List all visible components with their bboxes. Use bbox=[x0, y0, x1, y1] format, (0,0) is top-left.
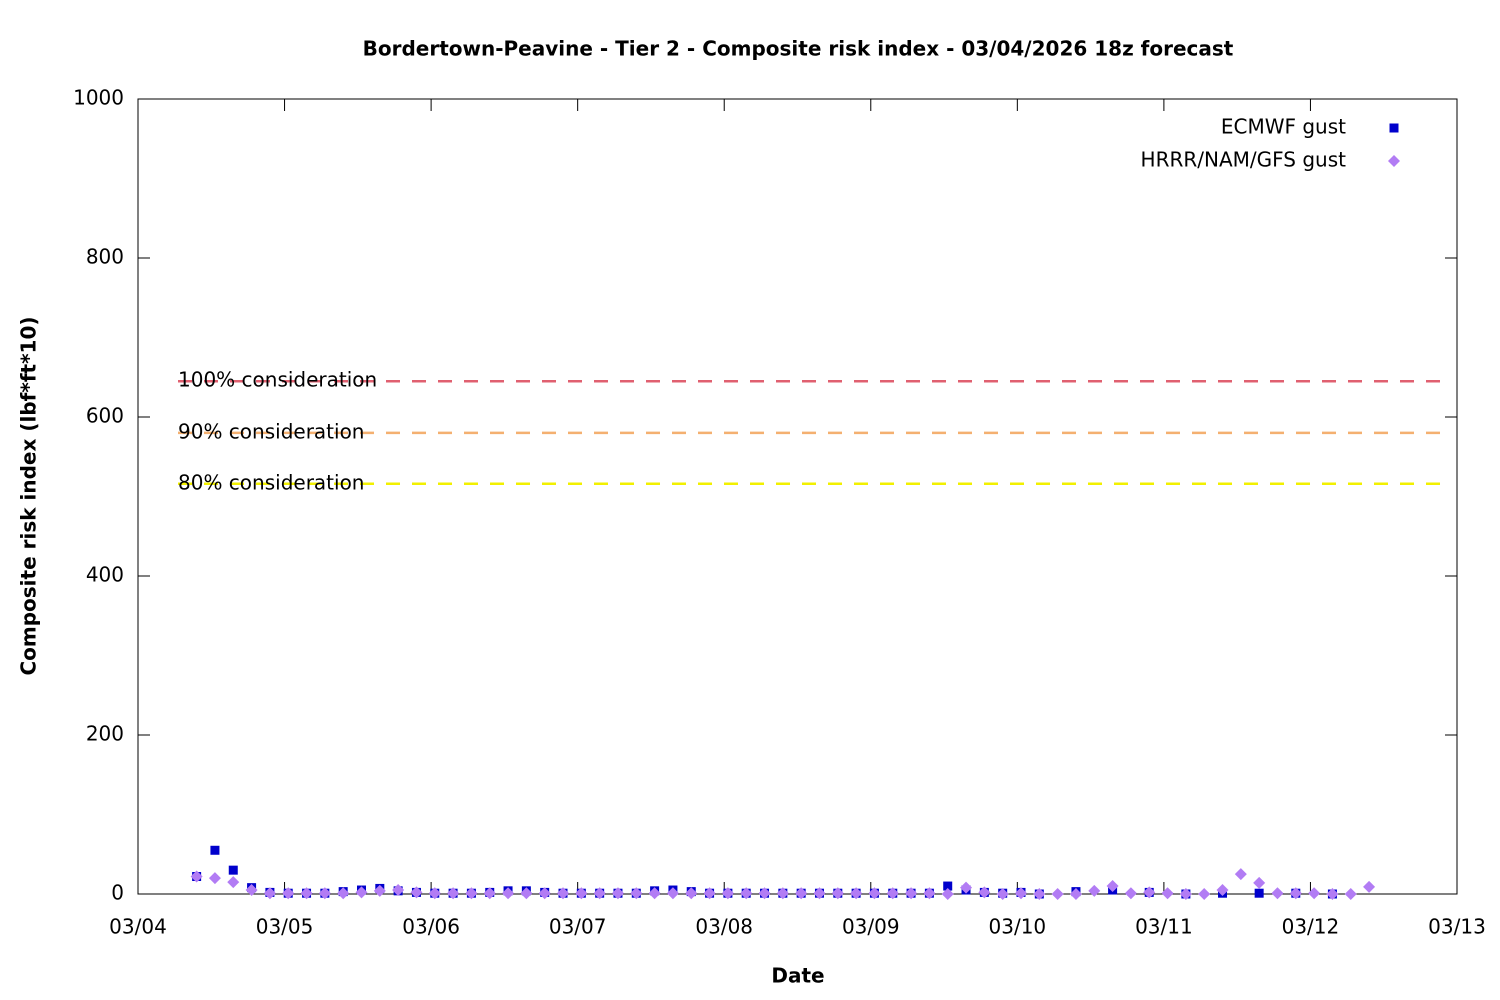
data-point bbox=[575, 887, 588, 900]
data-point bbox=[1344, 888, 1357, 900]
legend-marker bbox=[1388, 155, 1400, 167]
data-point bbox=[502, 887, 515, 900]
data-point bbox=[593, 887, 606, 900]
data-point bbox=[740, 887, 753, 900]
threshold-label: 90% consideration bbox=[178, 419, 364, 443]
data-point bbox=[611, 887, 624, 900]
data-point bbox=[1271, 887, 1284, 900]
y-tick-label: 200 bbox=[86, 722, 124, 746]
data-point bbox=[538, 887, 551, 900]
x-tick-label: 03/05 bbox=[256, 915, 314, 939]
data-point bbox=[1308, 887, 1321, 900]
data-point bbox=[1143, 886, 1156, 899]
data-point bbox=[210, 845, 220, 855]
data-point bbox=[245, 884, 258, 897]
x-tick-label: 03/11 bbox=[1135, 915, 1193, 939]
data-point bbox=[520, 887, 533, 900]
data-point bbox=[941, 888, 954, 900]
x-tick-label: 03/13 bbox=[1428, 915, 1486, 939]
data-point bbox=[703, 887, 716, 900]
data-point bbox=[795, 887, 808, 900]
y-tick-label: 600 bbox=[86, 404, 124, 428]
data-point bbox=[905, 887, 918, 900]
y-tick-label: 0 bbox=[111, 881, 124, 905]
plot-frame bbox=[137, 98, 1458, 895]
data-point bbox=[483, 887, 496, 900]
data-point bbox=[923, 887, 936, 900]
data-point bbox=[1179, 888, 1192, 900]
data-point bbox=[428, 887, 441, 900]
data-point bbox=[392, 884, 405, 897]
data-point bbox=[1198, 888, 1211, 900]
data-point bbox=[263, 887, 276, 900]
data-point bbox=[1216, 884, 1229, 897]
data-point bbox=[410, 886, 423, 899]
chart-title: Bordertown-Peavine - Tier 2 - Composite … bbox=[363, 37, 1234, 61]
data-point bbox=[1069, 888, 1082, 900]
data-point bbox=[943, 881, 953, 891]
data-point bbox=[190, 870, 203, 883]
data-point bbox=[208, 872, 221, 885]
y-tick-label: 400 bbox=[86, 563, 124, 587]
data-point bbox=[648, 887, 661, 900]
data-point bbox=[227, 876, 240, 889]
data-point bbox=[886, 887, 899, 900]
data-point bbox=[630, 887, 643, 900]
data-point bbox=[776, 887, 789, 900]
legend-label: ECMWF gust bbox=[1221, 115, 1346, 139]
data-point bbox=[850, 887, 863, 900]
data-point bbox=[1363, 880, 1376, 893]
y-tick-label: 800 bbox=[86, 245, 124, 269]
data-point bbox=[1088, 884, 1101, 897]
data-point bbox=[1254, 888, 1264, 898]
x-tick-label: 03/07 bbox=[549, 915, 607, 939]
data-point bbox=[355, 886, 368, 899]
data-point bbox=[1124, 887, 1137, 900]
data-point bbox=[1234, 868, 1247, 881]
data-point bbox=[300, 887, 313, 900]
data-point bbox=[868, 887, 881, 900]
x-tick-label: 03/09 bbox=[842, 915, 900, 939]
data-point bbox=[282, 887, 295, 900]
data-point bbox=[831, 887, 844, 900]
data-point bbox=[557, 887, 570, 900]
threshold-label: 100% consideration bbox=[178, 368, 377, 392]
legend-marker bbox=[1389, 123, 1399, 133]
data-point bbox=[1051, 888, 1064, 900]
data-point bbox=[318, 887, 331, 900]
y-axis-label: Composite risk index (lbf*ft*10) bbox=[17, 316, 41, 675]
data-point bbox=[447, 887, 460, 900]
data-point bbox=[1106, 880, 1119, 893]
data-point bbox=[465, 887, 478, 900]
data-point bbox=[1014, 887, 1027, 900]
data-point bbox=[373, 884, 386, 897]
x-tick-label: 03/12 bbox=[1282, 915, 1340, 939]
data-point bbox=[978, 886, 991, 899]
data-point bbox=[960, 881, 973, 894]
data-point bbox=[228, 865, 238, 875]
x-axis-label: Date bbox=[771, 964, 824, 988]
x-tick-label: 03/06 bbox=[402, 915, 460, 939]
data-point bbox=[1289, 887, 1302, 900]
data-point bbox=[337, 887, 350, 900]
legend-label: HRRR/NAM/GFS gust bbox=[1141, 148, 1347, 172]
x-tick-label: 03/04 bbox=[109, 915, 167, 939]
data-point bbox=[996, 888, 1009, 900]
data-point bbox=[758, 887, 771, 900]
data-point bbox=[721, 887, 734, 900]
data-point bbox=[1033, 888, 1046, 900]
data-point bbox=[1326, 888, 1339, 900]
data-point bbox=[813, 887, 826, 900]
data-point bbox=[666, 887, 679, 900]
data-point bbox=[1161, 887, 1174, 900]
x-tick-label: 03/08 bbox=[695, 915, 753, 939]
data-point bbox=[1253, 876, 1266, 889]
y-tick-label: 1000 bbox=[73, 86, 124, 110]
x-tick-label: 03/10 bbox=[989, 915, 1047, 939]
data-point bbox=[685, 887, 698, 900]
threshold-label: 80% consideration bbox=[178, 470, 364, 494]
